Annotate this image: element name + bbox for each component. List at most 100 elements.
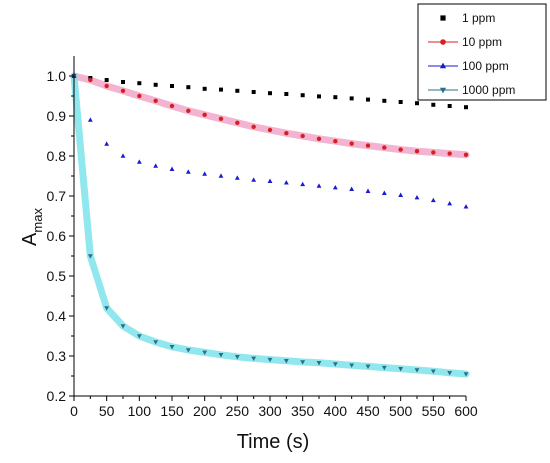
x-tick-label: 100 [128, 403, 152, 419]
data-point [251, 124, 256, 129]
data-point [136, 159, 142, 164]
legend-label: 10 ppm [462, 35, 502, 49]
series-1000-ppm [71, 74, 469, 377]
series-100-ppm [71, 73, 469, 209]
data-point [431, 102, 436, 107]
data-point [283, 180, 289, 185]
data-point [349, 186, 355, 191]
y-tick-label: 0.9 [47, 108, 67, 124]
data-point [300, 181, 306, 187]
data-point [185, 169, 191, 174]
data-point [234, 175, 240, 180]
x-tick-label: 600 [454, 403, 478, 419]
data-point [300, 360, 306, 365]
data-point [267, 357, 273, 363]
data-point [88, 77, 93, 83]
data-point [120, 324, 126, 329]
data-point [398, 192, 404, 197]
data-point [251, 356, 257, 362]
y-tick-label: 0.3 [47, 348, 67, 364]
data-point [251, 177, 257, 182]
data-point [219, 87, 223, 92]
data-point [202, 86, 207, 91]
x-tick-label: 400 [324, 403, 348, 419]
data-point [398, 147, 403, 152]
data-point [316, 183, 322, 188]
x-tick-label: 250 [226, 403, 250, 419]
data-point [398, 100, 403, 104]
data-point [284, 92, 289, 96]
data-point [414, 149, 420, 154]
y-axis-title-sub: max [30, 208, 45, 233]
y-tick-label: 0.7 [47, 188, 67, 204]
data-point [366, 97, 370, 102]
legend-marker [440, 15, 446, 21]
data-point [381, 190, 387, 195]
data-point [87, 254, 93, 259]
y-tick-label: 0.2 [47, 388, 67, 404]
y-tick-label: 0.5 [47, 268, 67, 284]
data-point [316, 136, 322, 141]
x-tick-label: 550 [422, 403, 446, 419]
x-tick-label: 300 [258, 403, 282, 419]
x-tick-label: 200 [193, 403, 217, 419]
x-tick-label: 150 [160, 403, 184, 419]
data-point [218, 116, 224, 122]
data-point [414, 368, 420, 373]
y-axis-title-main: A [19, 232, 41, 246]
legend-item-10-ppm: 10 ppm [428, 35, 502, 49]
data-point [251, 90, 256, 94]
legend-label: 1000 ppm [462, 83, 515, 97]
y-tick-label: 0.8 [47, 148, 67, 164]
y-tick-label: 0.4 [47, 308, 67, 324]
data-point [169, 103, 175, 109]
data-point [153, 163, 159, 168]
data-point [235, 88, 240, 93]
data-point [398, 367, 404, 372]
data-point [202, 171, 208, 176]
data-point [268, 91, 272, 96]
data-point [333, 139, 338, 144]
data-point [153, 98, 158, 104]
data-point [186, 108, 191, 114]
data-point [186, 85, 191, 90]
data-point [202, 350, 208, 356]
legend-box [417, 3, 547, 101]
data-point [218, 353, 224, 358]
data-point [447, 104, 452, 108]
data-point [349, 141, 354, 146]
data-point [169, 345, 175, 350]
data-point [202, 112, 207, 118]
data-point [431, 150, 436, 155]
data-point [153, 340, 159, 345]
x-tick-label: 350 [291, 403, 315, 419]
data-point [333, 95, 338, 100]
data-point [300, 133, 305, 139]
data-point [349, 96, 354, 101]
legend-marker [439, 62, 447, 69]
data-point [382, 145, 387, 150]
data-point [463, 152, 469, 157]
y-tick-label: 1.0 [47, 68, 67, 84]
data-point [430, 369, 436, 374]
y-tick-label: 0.6 [47, 228, 67, 244]
data-point [317, 94, 321, 99]
data-point [365, 143, 371, 148]
data-point [365, 364, 371, 370]
data-point [414, 194, 420, 200]
data-point [381, 365, 387, 371]
data-point [218, 173, 224, 178]
x-tick-label: 50 [99, 403, 115, 419]
data-point [235, 120, 240, 126]
tick-labels: 0 50 100 150 200 250 300 350 400 450 500 550 600 0.2 0… [47, 68, 478, 419]
y-axis-title: Amax [19, 208, 45, 246]
data-point [153, 82, 158, 87]
data-point [415, 101, 419, 106]
data-point [463, 372, 469, 377]
data-point [332, 362, 338, 367]
data-point [365, 188, 371, 193]
data-point [169, 166, 175, 171]
legend-label: 1 ppm [462, 11, 495, 25]
x-tick-label: 500 [389, 403, 413, 419]
